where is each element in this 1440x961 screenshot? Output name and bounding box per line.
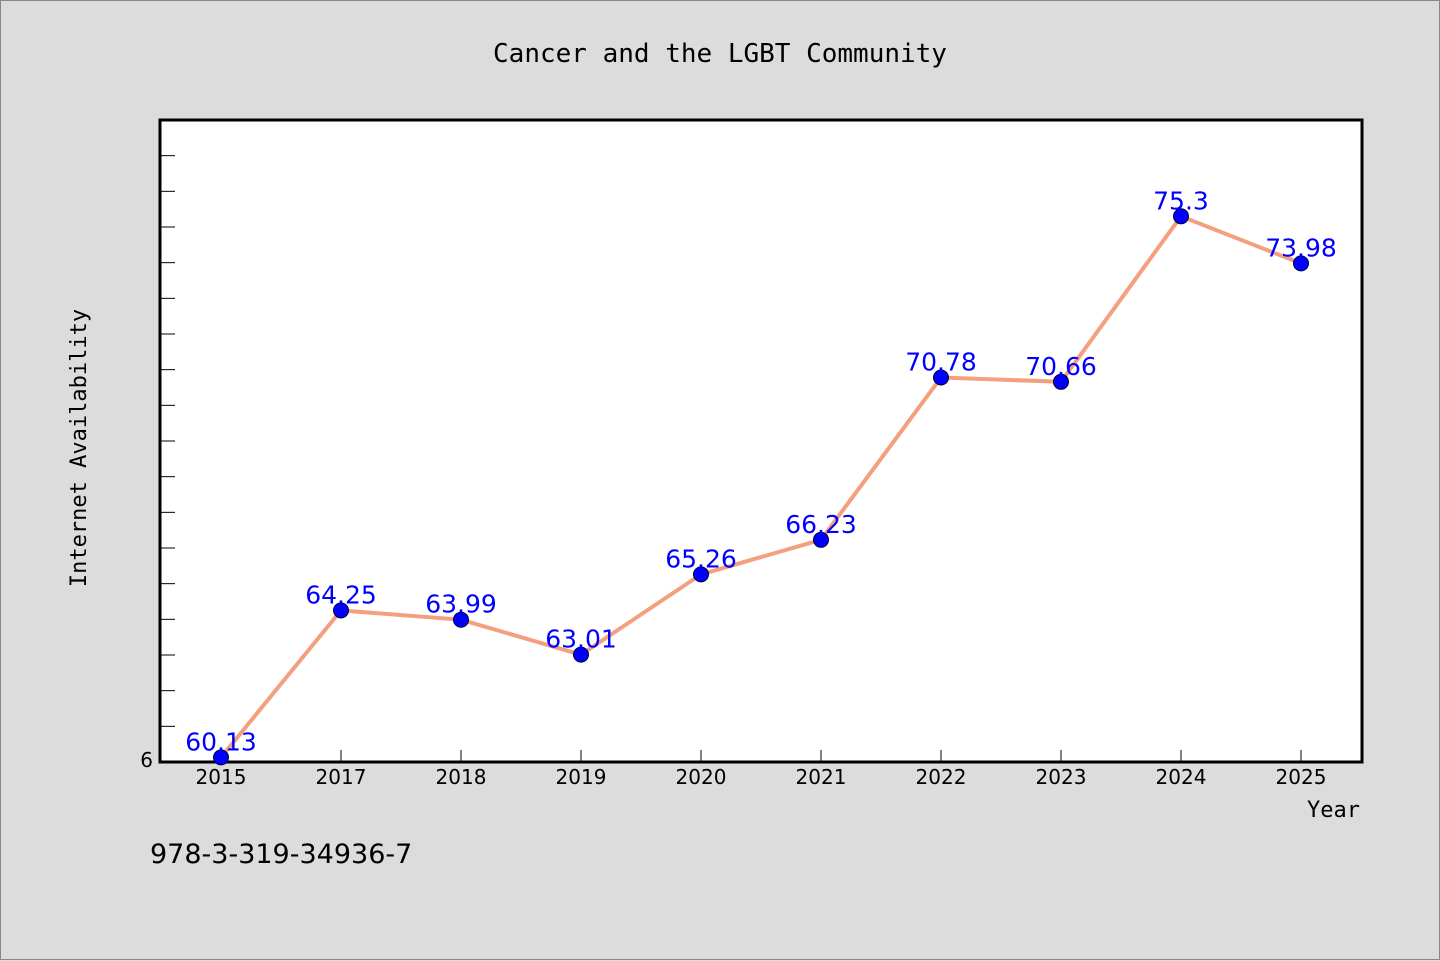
data-point xyxy=(453,611,469,628)
y-axis-ticks xyxy=(160,155,175,727)
data-label: 73.98 xyxy=(1265,233,1337,262)
series-group: 60.13 64.25 63.99 63.01 65.26 66.23 70.78 70.66… xyxy=(185,186,1337,766)
data-label: 63.01 xyxy=(545,625,617,654)
data-label: 64.25 xyxy=(305,580,377,609)
x-axis-ticks: 2015 2017 2018 2019 2020 2021 2022 2023 2024 2025 xyxy=(196,750,1327,789)
data-point xyxy=(213,749,229,766)
data-label: 75.3 xyxy=(1153,186,1209,215)
plot-area xyxy=(158,118,1364,764)
x-tick-label: 2025 xyxy=(1276,765,1327,789)
x-tick-label: 2020 xyxy=(676,765,727,789)
x-tick-label: 2017 xyxy=(316,765,367,789)
data-label: 66.23 xyxy=(785,510,857,539)
x-tick-label: 2019 xyxy=(556,765,607,789)
y-axis-label: Internet Availability xyxy=(67,309,92,587)
isbn-footer: 978-3-319-34936-7 xyxy=(150,839,412,870)
y-tick-label: 6 xyxy=(140,748,153,772)
x-tick-label: 2021 xyxy=(796,765,847,789)
x-tick-label: 2015 xyxy=(196,765,247,789)
data-point xyxy=(333,602,349,619)
data-label: 60.13 xyxy=(185,727,257,756)
x-tick-label: 2024 xyxy=(1156,765,1207,789)
chart-title: Cancer and the LGBT Community xyxy=(493,39,947,69)
data-point xyxy=(573,646,589,663)
data-point xyxy=(813,531,829,548)
x-tick-label: 2023 xyxy=(1036,765,1087,789)
x-tick-label: 2022 xyxy=(916,765,967,789)
x-tick-label: 2018 xyxy=(436,765,487,789)
data-point xyxy=(1293,255,1309,272)
data-point xyxy=(693,566,709,583)
data-label: 65.26 xyxy=(665,544,737,573)
data-point xyxy=(1053,373,1069,390)
data-label: 70.78 xyxy=(905,348,977,377)
data-label: 63.99 xyxy=(425,590,497,619)
data-point xyxy=(1173,208,1189,225)
data-point xyxy=(933,369,949,386)
series-line xyxy=(219,214,1303,760)
data-label: 70.66 xyxy=(1025,352,1097,381)
x-axis-label: Year xyxy=(1307,798,1360,823)
